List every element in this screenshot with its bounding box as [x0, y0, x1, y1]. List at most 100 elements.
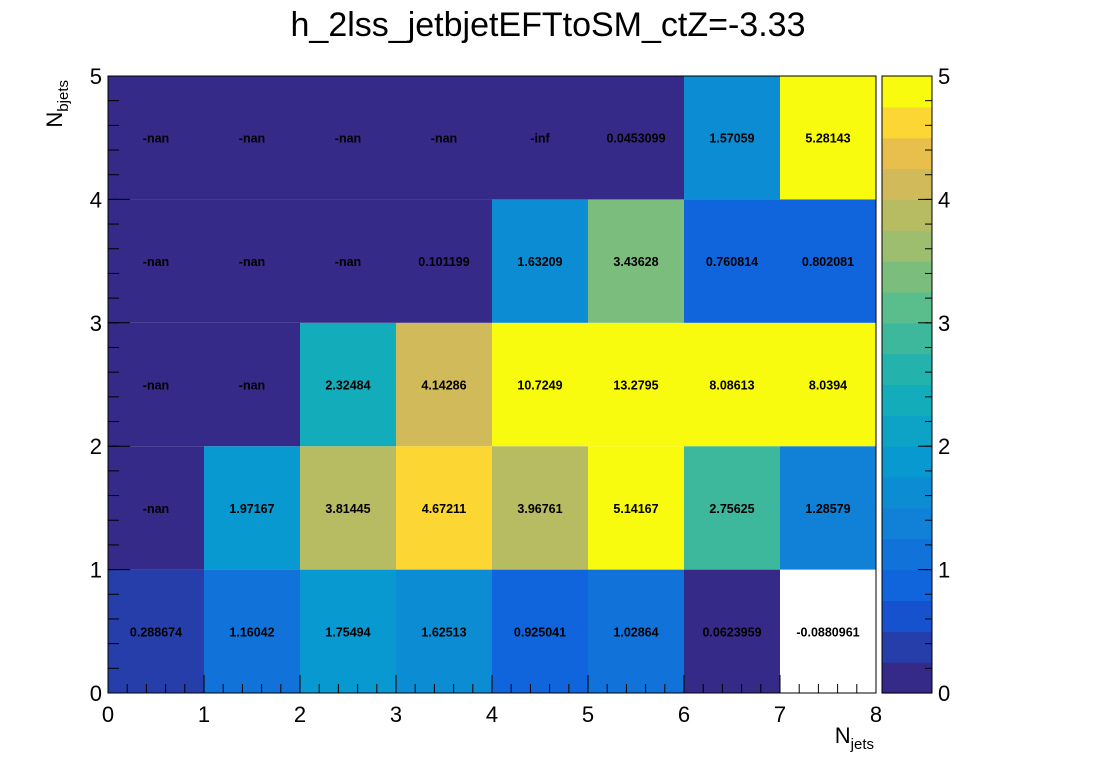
cell-value-label: 3.43628 — [613, 255, 658, 269]
cell-value-label: 8.0394 — [809, 379, 847, 393]
y-tick-label: 2 — [90, 434, 102, 459]
cell-value-label: 13.2795 — [613, 379, 658, 393]
y-axis-label-subscript: bjets — [55, 80, 72, 112]
color-scale-band — [882, 261, 932, 293]
x-tick-label: 6 — [678, 702, 690, 727]
heatmap-cell — [204, 76, 300, 200]
heatmap-cell — [780, 446, 876, 570]
heatmap-cell — [780, 76, 876, 200]
cell-value-label: 1.16042 — [229, 625, 274, 639]
cell-value-label: 2.32484 — [325, 379, 370, 393]
heatmap-cell — [780, 569, 876, 693]
color-scale-tick-label: 5 — [938, 64, 950, 89]
heatmap-cell — [684, 569, 780, 693]
cell-value-label: 5.14167 — [613, 502, 658, 516]
heatmap-cell — [300, 199, 396, 323]
cell-value-label: 1.62513 — [421, 625, 466, 639]
heatmap-cell — [684, 76, 780, 200]
heatmap-cell — [684, 446, 780, 570]
color-scale-band — [882, 507, 932, 540]
color-scale-band — [882, 569, 932, 602]
cell-value-label: 0.802081 — [802, 255, 854, 269]
cell-value-label: 0.0623959 — [702, 625, 761, 639]
color-scale-band — [882, 631, 932, 663]
x-axis: 0 1 2 3 4 5 6 7 8 — [102, 675, 882, 727]
y-tick-label: 3 — [90, 311, 102, 336]
heatmap-cell — [204, 569, 300, 693]
heatmap-cell — [588, 76, 684, 200]
x-axis-label: Njets — [835, 723, 874, 753]
x-tick-label: 7 — [774, 702, 786, 727]
cell-value-label: 3.96761 — [517, 502, 562, 516]
cell-value-label: -nan — [143, 255, 169, 269]
heatmap-cell — [300, 569, 396, 693]
cell-value-label: 5.28143 — [805, 132, 850, 146]
cell-value-labels: 0.288674 1.16042 1.75494 1.62513 0.925041 1.0… — [130, 132, 860, 640]
cell-value-label: 1.57059 — [709, 132, 754, 146]
color-scale-tick-label: 3 — [938, 311, 950, 336]
heatmap-cell — [684, 322, 780, 447]
color-scale-band — [882, 600, 932, 632]
cell-value-label: -nan — [431, 132, 457, 146]
color-scale-band — [882, 230, 932, 262]
y-axis: 0 1 2 3 4 5 — [90, 64, 130, 706]
heatmap-cell — [684, 199, 780, 323]
color-scale-tick-label: 1 — [938, 558, 950, 583]
heatmap-cell — [396, 569, 492, 693]
heatmap-cell — [396, 76, 492, 200]
x-tick-label: 3 — [390, 702, 402, 727]
cell-value-label: -nan — [143, 379, 169, 393]
cell-value-label: 8.08613 — [709, 379, 754, 393]
cell-value-label: -nan — [335, 255, 361, 269]
heatmap-cell — [204, 199, 300, 323]
color-scale-frame — [881, 75, 933, 694]
heatmap-cell — [300, 76, 396, 200]
heatmap-cell — [300, 322, 396, 447]
color-scale-band — [882, 199, 932, 231]
x-tick-label: 5 — [582, 702, 594, 727]
cell-value-label: -inf — [530, 132, 550, 146]
heatmap-cell — [108, 322, 204, 447]
y-tick-label: 4 — [90, 187, 102, 212]
heatmap-cell — [204, 446, 300, 570]
heatmap-cell — [396, 446, 492, 570]
cell-value-label: -nan — [143, 132, 169, 146]
x-axis-label-subscript: jets — [850, 736, 874, 753]
heatmap-cell — [780, 322, 876, 447]
heatmap-cell — [492, 322, 588, 447]
color-scale-band — [882, 168, 932, 200]
color-scale-tick-label: 2 — [938, 434, 950, 459]
cell-value-label: 0.925041 — [514, 625, 566, 639]
heatmap-cell — [588, 446, 684, 570]
color-scale-band — [882, 291, 932, 324]
cell-value-label: 0.288674 — [130, 625, 182, 639]
cell-value-label: -nan — [143, 502, 169, 516]
cell-value-label: 0.760814 — [706, 255, 758, 269]
cell-value-label: 4.67211 — [422, 502, 467, 516]
color-scale-band — [882, 137, 932, 170]
heatmap-cell — [108, 446, 204, 570]
cell-value-label: 1.28579 — [805, 502, 850, 516]
cell-value-label: -nan — [239, 132, 265, 146]
y-axis-label: Nbjets — [42, 80, 72, 128]
color-scale-tick-label: 0 — [938, 681, 950, 706]
heatmap-cell — [492, 76, 588, 200]
heatmap-cells — [108, 76, 876, 693]
heatmap-cell — [492, 199, 588, 323]
heatmap-cell — [588, 322, 684, 447]
cell-value-label: -nan — [335, 132, 361, 146]
cell-value-label: -nan — [239, 379, 265, 393]
heatmap-cell — [204, 322, 300, 447]
y-tick-label: 1 — [90, 558, 102, 583]
color-scale-band — [882, 477, 932, 509]
color-scale-band — [882, 662, 932, 694]
heatmap-cell — [300, 446, 396, 570]
x-tick-label: 2 — [294, 702, 306, 727]
color-scale-band — [882, 322, 932, 355]
cell-value-label: 10.7249 — [517, 379, 562, 393]
cell-value-label: 3.81445 — [325, 502, 370, 516]
cell-value-label: 1.02864 — [613, 625, 658, 639]
color-scale-band — [882, 415, 932, 447]
cell-value-label: 2.75625 — [709, 502, 754, 516]
